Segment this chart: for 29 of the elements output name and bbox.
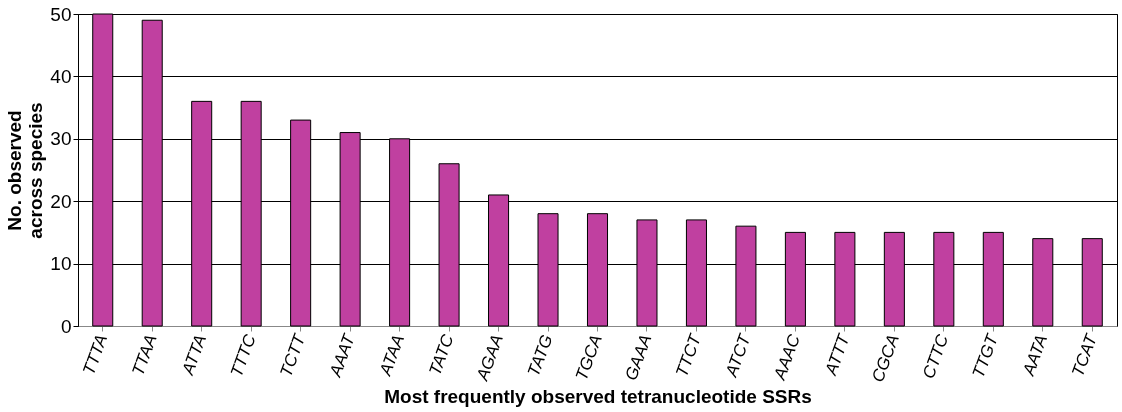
x-tick-label: ATCT: [721, 330, 755, 381]
x-tick-label: AAAC: [769, 331, 805, 384]
x-tick-label: TTGT: [968, 330, 1003, 381]
y-tick-label: 30: [50, 128, 72, 150]
x-tick-label: ATAA: [375, 332, 409, 379]
x-tick-label: TTTC: [226, 331, 260, 380]
x-tick-label: CGCA: [868, 332, 903, 385]
x-tick-label: TTTA: [79, 332, 112, 378]
x-tick-label: ATTT: [821, 330, 854, 379]
x-tick-label: TATC: [425, 331, 458, 378]
x-tick-label: AAAT: [325, 330, 360, 381]
x-tick-label: TGCA: [571, 332, 606, 383]
x-tick-label: TATG: [523, 332, 557, 379]
y-tick-label: 40: [50, 65, 72, 87]
x-tick-label: TCTT: [276, 330, 310, 380]
y-axis-title: No. observed across species: [4, 102, 47, 239]
y-tick-label: 0: [60, 315, 72, 337]
x-tick-label: TCAT: [1068, 330, 1102, 380]
x-tick-label: ATTA: [177, 332, 211, 378]
x-tick-label: AGAA: [472, 332, 507, 384]
x-axis-title: Most frequently observed tetranucleotide SSRs: [384, 386, 812, 408]
x-tick-label: AATA: [1018, 332, 1052, 379]
x-tick-label: TTCT: [672, 330, 706, 380]
y-tick-label: 20: [50, 190, 72, 212]
x-tick-label: GAAA: [621, 332, 656, 383]
y-tick-label: 10: [50, 253, 72, 275]
x-tick-label: TTAA: [128, 332, 161, 379]
y-tick-label: 50: [50, 3, 72, 25]
x-tick-label: CTTC: [918, 331, 953, 382]
